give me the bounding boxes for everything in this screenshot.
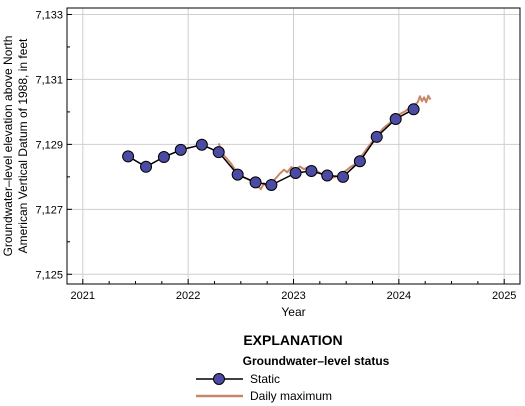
grid-lines bbox=[67, 8, 520, 284]
static-point bbox=[289, 166, 302, 179]
static-point bbox=[249, 176, 262, 189]
legend-static-marker bbox=[213, 373, 225, 385]
static-point bbox=[231, 168, 244, 181]
static-point bbox=[174, 143, 187, 156]
y-axis-title-line1: Groundwater–level elevation above North bbox=[1, 36, 15, 257]
x-tick-label: 2025 bbox=[492, 290, 516, 302]
y-tick-label: 7,131 bbox=[35, 74, 63, 86]
x-axis-title: Year bbox=[281, 305, 305, 319]
static-point bbox=[212, 146, 225, 159]
plot-series bbox=[122, 94, 432, 191]
y-axis-title-line2: American Vertical Datum of 1988, in feet bbox=[16, 38, 30, 253]
static-point bbox=[353, 155, 366, 168]
static-point bbox=[407, 103, 420, 116]
static-point bbox=[305, 165, 318, 178]
static-point bbox=[265, 178, 278, 191]
x-tick-label: 2021 bbox=[71, 290, 95, 302]
legend-static-label: Static bbox=[250, 372, 280, 386]
y-tick-label: 7,127 bbox=[35, 204, 63, 216]
static-point bbox=[321, 169, 334, 182]
static-point bbox=[389, 113, 402, 126]
legend-subtitle: Groundwater–level status bbox=[243, 354, 390, 368]
x-tick-label: 2023 bbox=[281, 290, 305, 302]
static-point bbox=[140, 160, 153, 173]
static-point bbox=[370, 130, 383, 143]
axis-ticks: 7,125 7,127 7,129 7,131 7,133 2021 2022 2023 202… bbox=[35, 9, 516, 302]
static-point bbox=[157, 151, 170, 164]
x-tick-label: 2024 bbox=[387, 290, 411, 302]
static-point bbox=[195, 138, 208, 151]
legend: EXPLANATION Groundwater–level status Sta… bbox=[196, 332, 390, 403]
y-tick-label: 7,125 bbox=[35, 269, 63, 281]
y-tick-label: 7,133 bbox=[35, 9, 63, 21]
legend-title: EXPLANATION bbox=[243, 332, 342, 348]
static-line bbox=[127, 108, 414, 186]
static-point bbox=[122, 150, 135, 163]
y-tick-label: 7,129 bbox=[35, 139, 63, 151]
static-point bbox=[337, 170, 350, 183]
legend-daily-max-label: Daily maximum bbox=[250, 389, 332, 403]
x-tick-label: 2022 bbox=[176, 290, 200, 302]
